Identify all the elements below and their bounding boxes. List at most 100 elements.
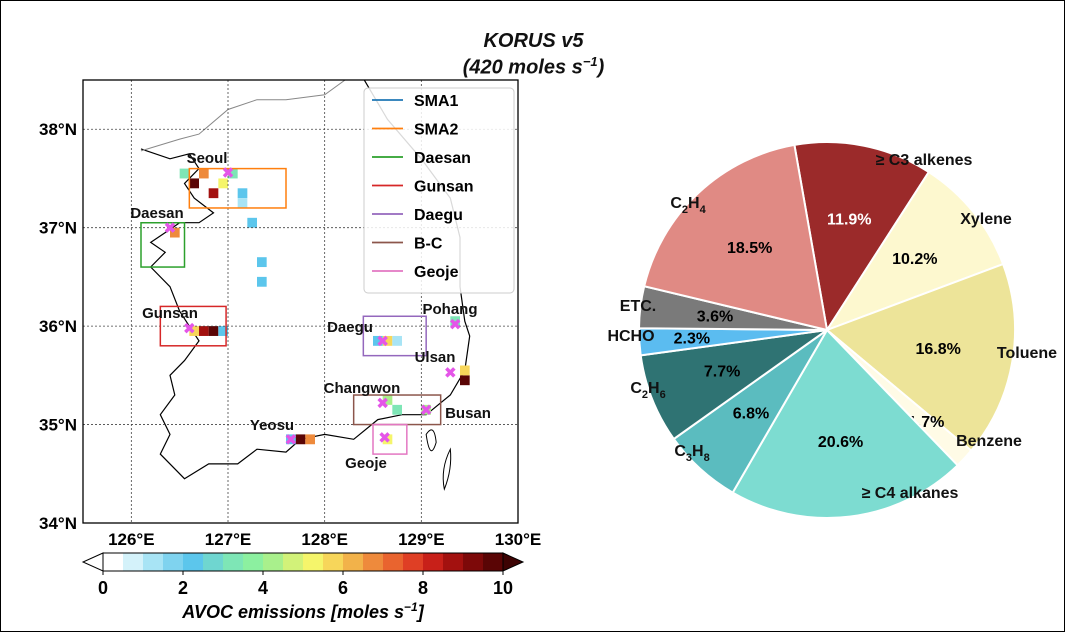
- map-axes-frame: [82, 79, 519, 524]
- city-label: Daegu: [327, 319, 373, 336]
- region-box: [362, 315, 427, 357]
- city-label: Seoul: [187, 150, 228, 167]
- heat-cell: [460, 365, 470, 376]
- pie-category-label: ≥ C3 alkenes: [876, 152, 973, 169]
- pie-value-label: 20.6%: [818, 434, 863, 451]
- pie-slice: [731, 328, 960, 519]
- label-subscript: 8: [704, 452, 710, 464]
- region-box: [188, 167, 287, 209]
- heat-cell: [295, 434, 306, 445]
- border-line: [140, 80, 346, 152]
- heat-cell: [170, 227, 180, 238]
- island-outline: [425, 429, 437, 452]
- subtitle-suffix: ): [597, 56, 605, 79]
- legend-label: Daesan: [414, 150, 471, 167]
- colorbar-label-text: AVOC emissions [moles s: [181, 602, 404, 622]
- lat-tick-label: 36°N: [39, 317, 77, 336]
- lon-tick-label: 126°E: [108, 530, 155, 549]
- pie-slice: [793, 141, 931, 333]
- colorbar-segment: [143, 553, 164, 571]
- colorbar-frame: [102, 552, 504, 572]
- legend-label: SMA2: [414, 122, 459, 139]
- heat-cell: [392, 335, 402, 346]
- city-label: Daesan: [130, 205, 183, 222]
- heat-cell: [218, 326, 228, 336]
- heat-cell: [208, 326, 219, 336]
- label-subscript: 4: [700, 204, 707, 216]
- heat-cell: [305, 434, 315, 445]
- colorbar-segment: [323, 553, 344, 571]
- colorbar-label: AVOC emissions [moles s−1]: [181, 600, 424, 622]
- city-marker: [164, 222, 176, 233]
- label-subscript: 6: [660, 389, 666, 401]
- colorbar-segment: [263, 553, 284, 571]
- pie-value-label: 16.8%: [916, 341, 961, 358]
- region-box: [159, 305, 227, 347]
- pie-value-label: 18.5%: [727, 240, 772, 257]
- city-marker: [184, 322, 195, 334]
- city-label: Busan: [445, 405, 491, 422]
- colorbar-tick-label: 2: [178, 578, 188, 598]
- label-part: H: [648, 380, 660, 397]
- pie-category-label: ETC.: [620, 298, 656, 315]
- label-part: C: [674, 443, 686, 460]
- pie-value-label: 6.8%: [733, 405, 769, 422]
- label-part: H: [688, 195, 700, 212]
- island-outline: [442, 447, 452, 491]
- pie-slice: [825, 262, 1017, 453]
- label-subscript: 2: [682, 204, 688, 216]
- colorbar-segment: [383, 553, 404, 571]
- pie-value-label: 10.2%: [892, 251, 937, 268]
- pie-category-label: Toluene: [997, 345, 1057, 362]
- city-marker: [377, 397, 388, 409]
- pie-value-label: 7.7%: [704, 364, 740, 381]
- lon-tick-label: 127°E: [205, 530, 252, 549]
- colorbar-segment: [463, 553, 484, 571]
- heat-cell: [450, 316, 460, 327]
- city-marker: [285, 434, 297, 445]
- heat-cell: [237, 198, 248, 208]
- legend-label: Daegu: [414, 207, 463, 224]
- pie-category-label: C3H8: [674, 443, 709, 464]
- region-box: [372, 423, 408, 455]
- pie-slice: [824, 170, 1005, 332]
- colorbar-segment: [483, 553, 504, 571]
- legend-label: SMA1: [414, 93, 459, 110]
- pie-category-label: Benzene: [956, 433, 1022, 450]
- lat-tick-label: 34°N: [39, 514, 77, 533]
- map-legend: SMA1 SMA2 Daesan Gunsan Daegu B-C Geoje: [363, 87, 515, 294]
- colorbar-tick-label: 10: [493, 578, 513, 598]
- lat-tick-label: 35°N: [39, 416, 77, 435]
- city-marker: [445, 367, 456, 378]
- legend-label: Geoje: [414, 264, 459, 281]
- heat-cell: [257, 276, 267, 287]
- map-plot-area: [83, 80, 518, 523]
- heat-cell: [199, 168, 209, 179]
- heat-cell: [382, 335, 393, 346]
- label-part: C: [630, 380, 642, 397]
- colorbar-segment: [403, 553, 424, 571]
- heat-cell: [237, 188, 248, 199]
- city-label: Changwon: [324, 380, 401, 397]
- figure-title: KORUS v5: [483, 30, 584, 52]
- subtitle-superscript: −1: [582, 54, 598, 69]
- heat-cell: [179, 168, 190, 179]
- coastline: [140, 80, 471, 480]
- colorbar-segment: [183, 553, 204, 571]
- colorbar-segment: [303, 553, 324, 571]
- colorbar-tick-label: 8: [418, 578, 428, 598]
- colorbar-segment: [163, 553, 184, 571]
- pie-category-label: HCHO: [607, 328, 654, 345]
- lon-tick-label: 128°E: [301, 530, 348, 549]
- pie-category-label: C2H6: [630, 380, 665, 401]
- lat-tick-label: 38°N: [39, 120, 77, 139]
- heat-cell: [189, 178, 199, 189]
- pie-category-label: Xylene: [960, 211, 1012, 228]
- colorbar-segment: [423, 553, 444, 571]
- colorbar-segment: [243, 553, 264, 571]
- colorbar-segment: [123, 553, 144, 571]
- colorbar-segment: [103, 553, 124, 571]
- city-label: Pohang: [423, 301, 478, 318]
